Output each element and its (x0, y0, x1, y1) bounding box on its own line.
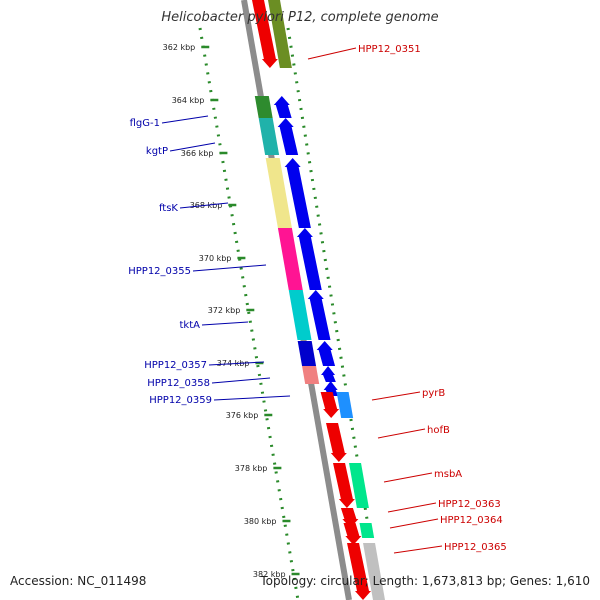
plus-strand-gene[interactable] (284, 158, 311, 228)
label-connector-line (389, 518, 439, 529)
plus-strand-cog-block[interactable] (265, 158, 292, 228)
gene-label-plus[interactable]: HPP12_0357 (144, 360, 207, 371)
ruler-tick-label: 382 kbp (253, 570, 286, 579)
outer-dotted-ring-right (286, 27, 382, 600)
plus-strand-cog-block[interactable] (277, 228, 303, 290)
label-connector-line (371, 391, 421, 401)
ruler-tick-label: 376 kbp (226, 411, 259, 420)
gene-label-minus[interactable]: HPP12_0351 (358, 44, 421, 55)
ruler-tick-label: 378 kbp (235, 464, 268, 473)
gene-label-minus[interactable]: HPP12_0365 (444, 542, 507, 553)
label-connector-line (161, 115, 209, 124)
minus-strand-gene[interactable] (343, 523, 362, 545)
ruler-tick-label: 366 kbp (181, 149, 214, 158)
minus-strand-gene[interactable] (252, 0, 278, 68)
gene-labels: flgG-1 kgtP ftsK HPP12_0355 tktA HPP12_0357 HP… (128, 44, 507, 554)
label-connector-line (208, 361, 265, 366)
label-connector-line (192, 264, 267, 272)
ruler-tick-label: 380 kbp (244, 517, 277, 526)
minus-strand-gene[interactable] (320, 392, 340, 418)
plus-strand-gene[interactable] (277, 118, 299, 155)
gene-label-minus[interactable]: HPP12_0363 (438, 499, 501, 510)
gene-label-plus[interactable]: flgG-1 (130, 118, 160, 129)
minus-strand-cog-block[interactable] (349, 463, 369, 508)
label-connector-line (383, 472, 433, 483)
plus-strand-gene[interactable] (316, 341, 336, 366)
minus-strand-gene[interactable] (333, 463, 355, 508)
plus-strand-gene[interactable] (273, 96, 292, 118)
label-connector-line (307, 47, 357, 60)
gene-label-plus[interactable]: kgtP (146, 146, 168, 157)
label-connector-line (377, 428, 426, 439)
gene-label-plus[interactable]: ftsK (159, 203, 178, 214)
plus-strand-cog-block[interactable] (288, 290, 312, 340)
gene-label-plus[interactable]: HPP12_0358 (147, 378, 210, 389)
minus-strand-gene[interactable] (347, 543, 371, 600)
accession-text: Accession: NC_011498 (10, 574, 147, 588)
gene-label-minus[interactable]: msbA (434, 469, 462, 480)
minus-strand-gene[interactable] (326, 423, 347, 462)
plus-strand-cog-block[interactable] (297, 341, 317, 366)
topology-summary: Topology: circular; Length: 1,673,813 bp… (260, 574, 590, 588)
label-connector-line (211, 377, 271, 384)
map-title: Helicobacter pylori P12, complete genome (161, 10, 439, 25)
gene-label-plus[interactable]: HPP12_0355 (128, 266, 191, 277)
minus-strand-cog-block[interactable] (336, 392, 354, 418)
gene-label-minus[interactable]: HPP12_0364 (440, 515, 503, 526)
ruler-tick-label: 372 kbp (208, 306, 241, 315)
label-connector-line (169, 142, 216, 152)
minus-strand-cog-block[interactable] (359, 523, 375, 538)
minus-strand-cog-block[interactable] (268, 0, 292, 68)
gene-label-plus[interactable]: tktA (180, 320, 201, 331)
plus-strand-cog-block[interactable] (254, 96, 273, 118)
label-connector-line (393, 545, 443, 554)
ruler-tick-label: 362 kbp (163, 43, 196, 52)
gene-features (252, 0, 385, 600)
plus-strand-cog-block[interactable] (302, 366, 320, 384)
ruler-tick-label: 370 kbp (199, 254, 232, 263)
gene-label-minus[interactable]: pyrB (422, 388, 445, 399)
gene-label-plus[interactable]: HPP12_0359 (149, 395, 212, 406)
minus-strand-cog-block[interactable] (363, 543, 385, 600)
label-connector-line (213, 395, 291, 401)
label-connector-line (387, 502, 437, 513)
plus-strand-gene[interactable] (321, 366, 336, 382)
label-connector-line (201, 321, 249, 326)
plus-strand-cog-block[interactable] (258, 118, 280, 155)
ruler-tick-label: 364 kbp (172, 96, 205, 105)
label-connector-line (179, 202, 229, 209)
plus-strand-gene[interactable] (296, 228, 322, 290)
gene-label-minus[interactable]: hofB (427, 425, 450, 436)
plus-strand-gene[interactable] (307, 290, 331, 340)
